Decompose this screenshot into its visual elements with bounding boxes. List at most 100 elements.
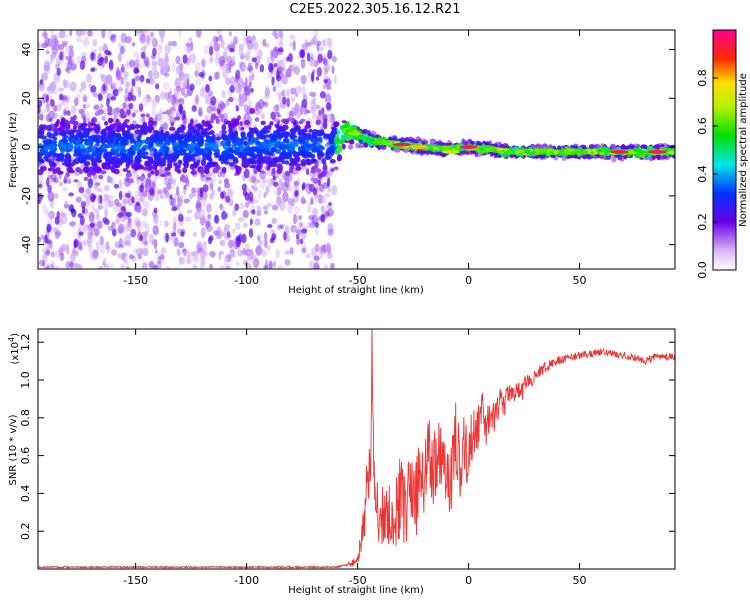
spectrogram-noise-blob [132, 50, 140, 58]
spectrogram-core-blob [72, 124, 77, 131]
spectrogram-noise-blob [257, 49, 263, 60]
spectrogram-core-blob [325, 151, 330, 159]
spectrogram-core-blob [90, 118, 96, 124]
spectrogram-noise-blob [79, 215, 85, 226]
spectrogram-noise-blob [164, 92, 170, 101]
spectrogram-noise-blob [248, 191, 254, 202]
spectrogram-noise-blob [139, 184, 144, 193]
spectrogram-core-blob [306, 109, 311, 114]
spectrogram-noise-blob [271, 76, 275, 86]
spectrogram-noise-blob [210, 96, 217, 106]
spectrogram-core-blob [68, 142, 74, 150]
spectrogram-noise-blob [248, 65, 252, 74]
spectrogram-noise-blob [92, 38, 98, 47]
spectrogram-core-blob [321, 157, 327, 165]
spectrogram-noise-blob [82, 104, 86, 110]
spectrogram-noise-blob [50, 52, 57, 60]
spectrogram-noise-blob [152, 213, 159, 225]
spectrogram-noise-blob [98, 265, 104, 269]
spectrogram-noise-blob [60, 216, 68, 225]
spectrogram-core-blob [344, 121, 351, 128]
spectrogram-noise-blob [212, 175, 217, 182]
spectrogram-core-blob [297, 146, 302, 151]
spectrogram-core-blob [260, 170, 266, 174]
spectrogram-core-blob [209, 130, 215, 135]
spectrogram-noise-blob [259, 179, 266, 190]
spectrogram-noise-blob [103, 107, 107, 118]
spectrogram-core-blob [137, 176, 143, 180]
spectrogram-noise-blob [56, 67, 61, 76]
spectrogram-core-blob [228, 147, 233, 153]
spectrogram-noise-blob [278, 178, 283, 190]
spectrogram-noise-blob [199, 260, 205, 269]
spectrogram-core-blob [643, 156, 650, 161]
spectrogram-noise-blob [44, 36, 50, 47]
spectrogram-noise-blob [216, 108, 221, 115]
spectrogram-core-blob [147, 120, 155, 126]
spectrogram-noise-blob [171, 62, 176, 73]
spectrogram-core-blob [583, 154, 588, 159]
spectrogram-noise-blob [310, 38, 316, 44]
spectrogram-noise-blob [241, 183, 247, 192]
spectrogram-core-blob [160, 173, 166, 177]
spectrogram-noise-blob [136, 30, 141, 36]
spectrogram-core-blob [550, 154, 556, 159]
spectrogram-core-blob [254, 117, 260, 122]
spectrogram-noise-blob [117, 252, 121, 259]
spectrogram-noise-blob [219, 239, 226, 247]
spectrogram-ridge-blob [603, 148, 610, 154]
spectrogram-noise-blob [153, 175, 158, 183]
spectrogram-noise-blob [50, 251, 55, 258]
spectrogram-core-blob [329, 158, 336, 164]
spectrogram-core-blob [66, 166, 73, 173]
spectrogram-noise-blob [59, 51, 63, 61]
spectrogram-noise-blob [184, 216, 192, 223]
spectrogram-core-blob [105, 125, 112, 131]
spectrogram-core-blob [218, 113, 225, 119]
spectrogram-core-blob [266, 165, 271, 171]
spectrogram-noise-blob [254, 62, 259, 70]
spectrogram-core-blob [87, 121, 93, 128]
spectrogram-core-blob [294, 163, 301, 167]
spectrogram-core-blob [191, 138, 197, 143]
spectrogram-noise-blob [141, 96, 149, 107]
spectrogram-core-blob [147, 156, 153, 160]
spectrogram-core-blob [316, 129, 321, 133]
spectrogram-core-blob [198, 148, 205, 156]
spectrogram-noise-blob [245, 35, 253, 44]
spectrogram-noise-blob [312, 207, 317, 214]
spectrogram-core-blob [316, 142, 321, 147]
spectrogram-core-blob [204, 168, 210, 175]
spectrogram-noise-blob [195, 30, 202, 38]
spectrogram-core-blob [103, 136, 111, 143]
spectrogram-noise-blob [124, 62, 130, 68]
spectrogram-core-blob [182, 143, 188, 149]
spectrogram-noise-blob [159, 108, 163, 115]
spectrogram-noise-blob [278, 30, 285, 41]
spectrogram-noise-blob [230, 76, 236, 87]
spectrogram-noise-blob [68, 192, 74, 197]
spectrogram-noise-blob [309, 91, 317, 97]
spectrogram-core-blob [152, 161, 159, 168]
spectrogram-noise-blob [205, 83, 210, 93]
spectrogram-noise-blob [168, 87, 173, 97]
spectrogram-core-blob [145, 126, 152, 132]
spectrogram-core-blob [223, 156, 229, 162]
spectrogram-core-blob [112, 123, 117, 130]
spectrogram-noise-blob [151, 59, 157, 65]
spectrogram-core-blob [242, 136, 248, 141]
spectrogram-core-blob [250, 136, 256, 144]
spectrogram-noise-blob [139, 74, 145, 83]
spectrogram-noise-blob [131, 42, 136, 47]
spectrogram-noise-blob [110, 96, 117, 101]
spectrogram-noise-blob [214, 210, 218, 216]
spectrogram-core-blob [623, 155, 628, 159]
spectrogram-noise-blob [299, 221, 303, 228]
spectrogram-core-blob [48, 117, 53, 122]
spectrogram-noise-blob [164, 72, 170, 78]
spectrogram-noise-blob [46, 239, 51, 244]
spectrogram-noise-blob [245, 201, 250, 208]
spectrogram-noise-blob [184, 249, 190, 255]
spectrogram-core-blob [80, 154, 85, 160]
